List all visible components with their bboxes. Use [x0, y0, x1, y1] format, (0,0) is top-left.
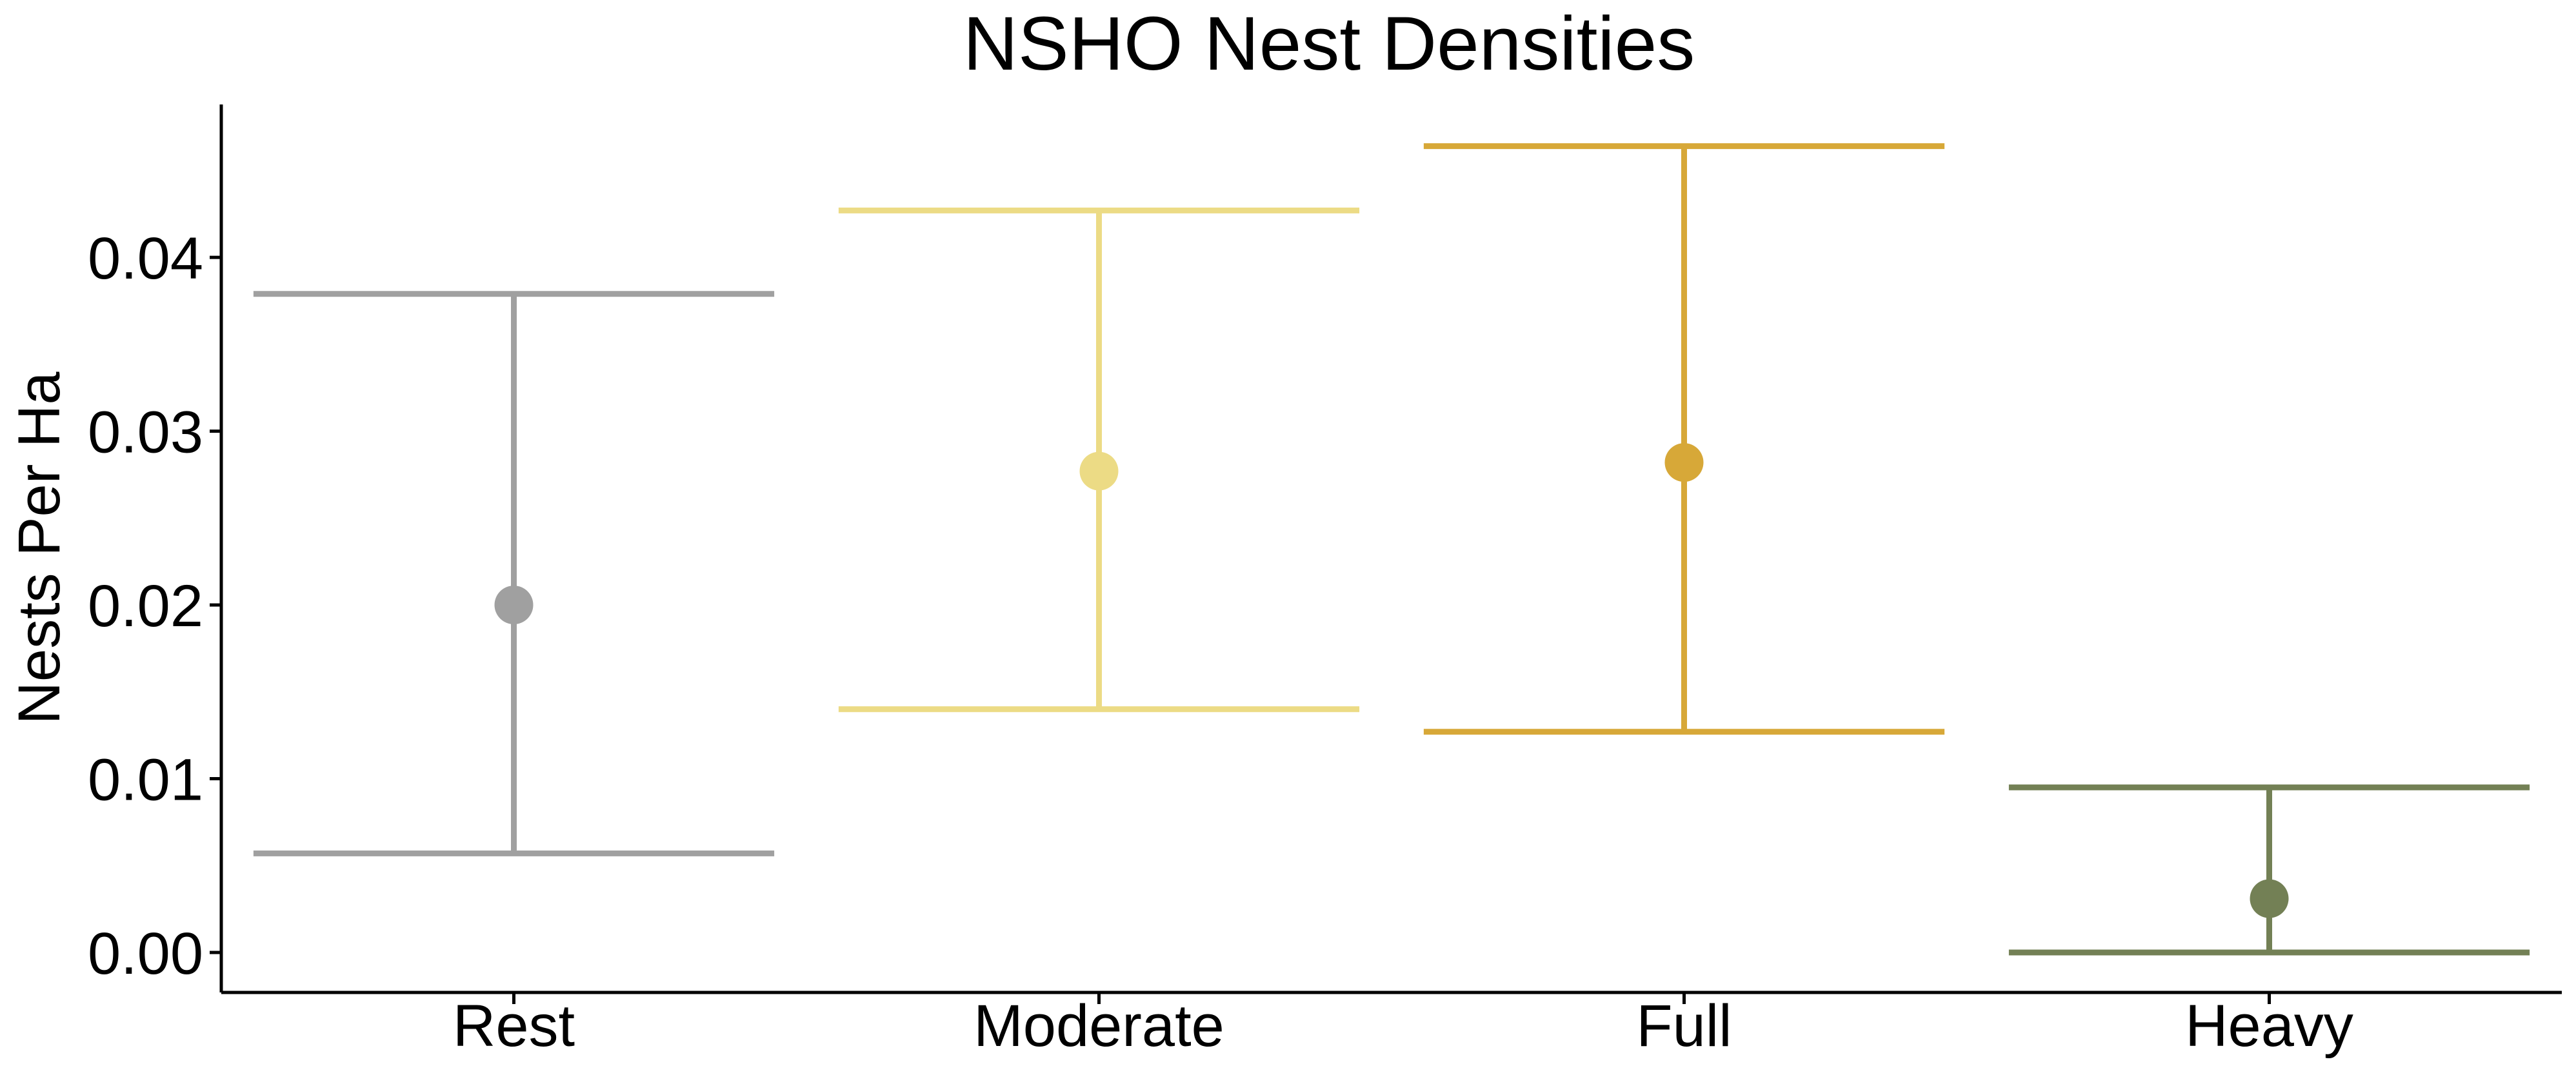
y-ticks: 0.00 0.01 0.02 0.03 0.04: [88, 226, 221, 987]
point-rest: [494, 586, 534, 625]
point-moderate: [1079, 451, 1119, 491]
error-bar-marks: [253, 143, 2530, 956]
x-tick-label-moderate: Moderate: [973, 993, 1224, 1059]
y-tick-label: 0.04: [88, 226, 203, 291]
x-ticks: Rest Moderate Full Heavy: [453, 992, 2353, 1059]
y-tick-label: 0.03: [88, 400, 203, 466]
y-tick-label: 0.02: [88, 573, 203, 639]
y-tick-label: 0.00: [88, 921, 203, 987]
x-tick-label-full: Full: [1636, 993, 1732, 1059]
x-tick-label-rest: Rest: [453, 993, 575, 1059]
x-tick-label-heavy: Heavy: [2185, 993, 2353, 1059]
y-tick-label: 0.01: [88, 747, 203, 813]
point-full: [1664, 443, 1704, 482]
point-heavy: [2250, 879, 2289, 918]
chart-title: NSHO Nest Densities: [963, 1, 1695, 86]
y-axis-title: Nests Per Ha: [6, 371, 72, 725]
